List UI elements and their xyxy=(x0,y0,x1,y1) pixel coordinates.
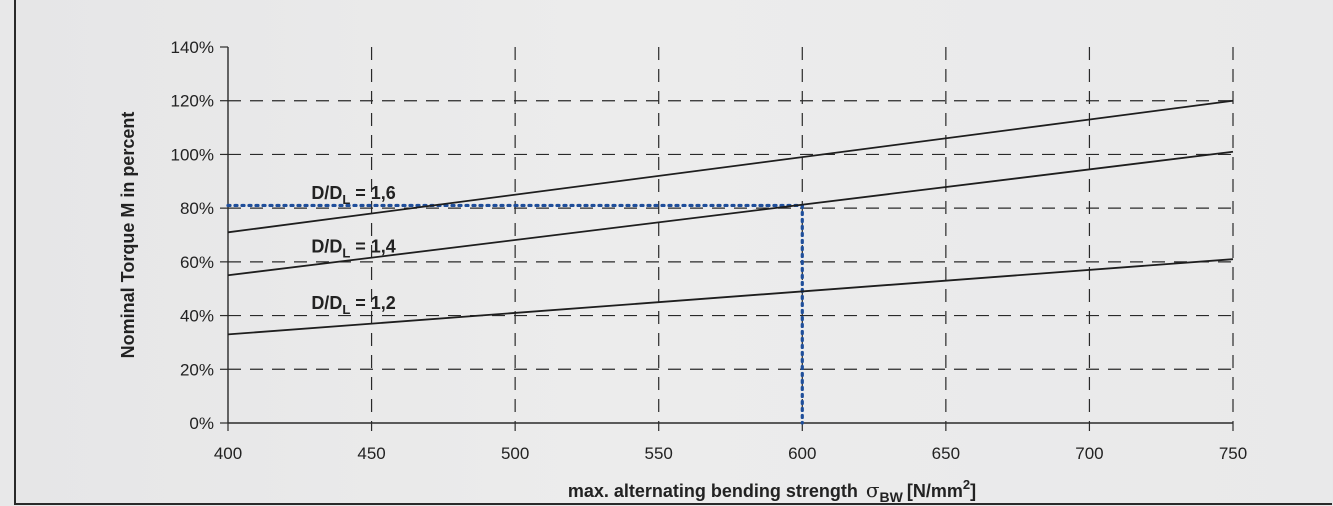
y-tick-label: 100% xyxy=(171,145,214,164)
x-tick-label: 750 xyxy=(1219,444,1247,463)
x-tick-label: 450 xyxy=(357,444,385,463)
reference-lines xyxy=(226,203,804,425)
x-tick-label: 650 xyxy=(932,444,960,463)
axes xyxy=(220,46,1234,431)
y-tick-label: 20% xyxy=(180,360,214,379)
series xyxy=(227,99,1234,336)
x-tick-label: 400 xyxy=(214,444,242,463)
y-tick-label: 80% xyxy=(180,199,214,218)
y-tick-label: 0% xyxy=(189,414,214,433)
y-axis-title: Nominal Torque M in percent xyxy=(118,112,138,359)
tick-labels: 0% 20% 40% 60% 80% 100% 120% 140% 400 450 500 550 60… xyxy=(171,38,1248,463)
y-tick-label: 120% xyxy=(171,92,214,111)
series-label: D/DL = 1,4 xyxy=(311,237,396,261)
x-tick-label: 500 xyxy=(501,444,529,463)
x-axis-title-unit-close: ] xyxy=(970,481,976,501)
x-axis-title-main: max. alternating bending strength xyxy=(568,481,858,501)
x-axis-title-sub: BW xyxy=(880,489,904,505)
series-label: D/DL = 1,2 xyxy=(311,293,396,317)
series-label: D/DL = 1,6 xyxy=(311,183,396,207)
x-tick-label: 550 xyxy=(645,444,673,463)
x-tick-label: 700 xyxy=(1075,444,1103,463)
series-line xyxy=(227,99,1234,234)
chart-frame xyxy=(14,0,1332,505)
y-tick-label: 40% xyxy=(180,307,214,326)
x-axis-title-unit: [N/mm xyxy=(907,481,963,501)
curve-labels: D/DL = 1,6 D/DL = 1,4 D/DL = 1,2 xyxy=(311,183,396,317)
x-tick-label: 600 xyxy=(788,444,816,463)
series-line xyxy=(227,150,1234,277)
y-tick-label: 140% xyxy=(171,38,214,57)
grid xyxy=(228,47,1234,423)
series-line xyxy=(227,258,1234,336)
x-axis-title-unit-sup: 2 xyxy=(963,477,970,492)
y-tick-label: 60% xyxy=(180,253,214,272)
x-axis-title-symbol: σ xyxy=(866,478,880,502)
x-axis-title: max. alternating bending strength σBW [N/m… xyxy=(568,477,976,505)
